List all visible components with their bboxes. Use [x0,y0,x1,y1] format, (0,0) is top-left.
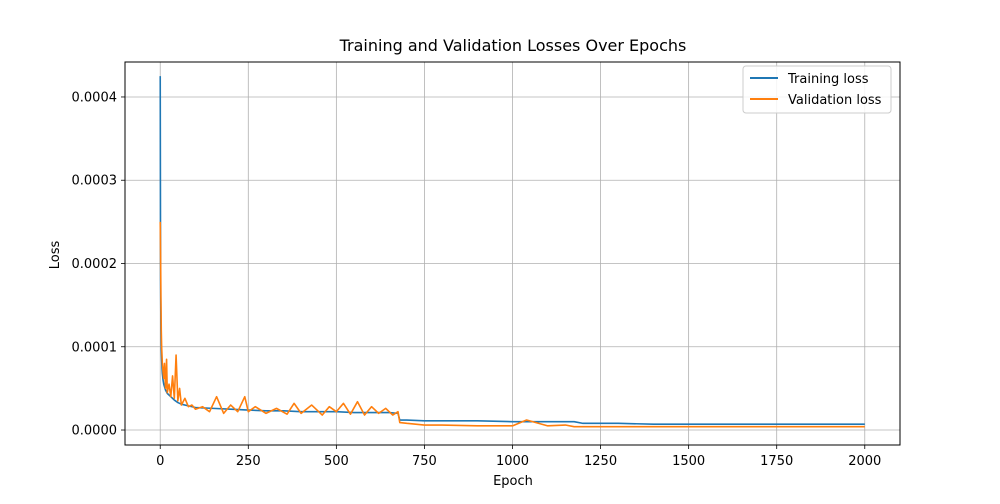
x-tick-label: 750 [412,454,437,469]
x-axis-ticks: 0 250 500 750 1000 1250 1500 1750 2000 [156,445,881,469]
x-tick-label: 1250 [584,454,617,469]
y-tick-label: 0.0001 [72,340,118,355]
x-axis-label: Epoch [493,474,533,489]
x-tick-label: 500 [324,454,349,469]
x-tick-label: 250 [236,454,261,469]
chart-title: Training and Validation Losses Over Epoc… [339,36,687,55]
x-tick-label: 0 [156,454,164,469]
legend: Training loss Validation loss [742,65,892,114]
y-axis-label: Loss [48,241,63,270]
legend-label-training: Training loss [787,72,869,87]
y-tick-label: 0.0003 [72,174,118,189]
y-tick-label: 0.0004 [72,90,118,105]
y-tick-label: 0.0000 [72,424,118,439]
y-axis-ticks: 0.0000 0.0001 0.0002 0.0003 0.0004 [72,90,125,439]
legend-label-validation: Validation loss [788,93,882,108]
series-layer [159,76,865,428]
x-tick-label: 1500 [672,454,705,469]
validation-loss-line [159,221,865,428]
y-tick-label: 0.0002 [72,257,118,272]
x-tick-label: 1000 [496,454,529,469]
x-tick-label: 2000 [848,454,881,469]
legend-box [742,65,892,114]
grid [125,62,900,445]
x-tick-label: 1750 [760,454,793,469]
